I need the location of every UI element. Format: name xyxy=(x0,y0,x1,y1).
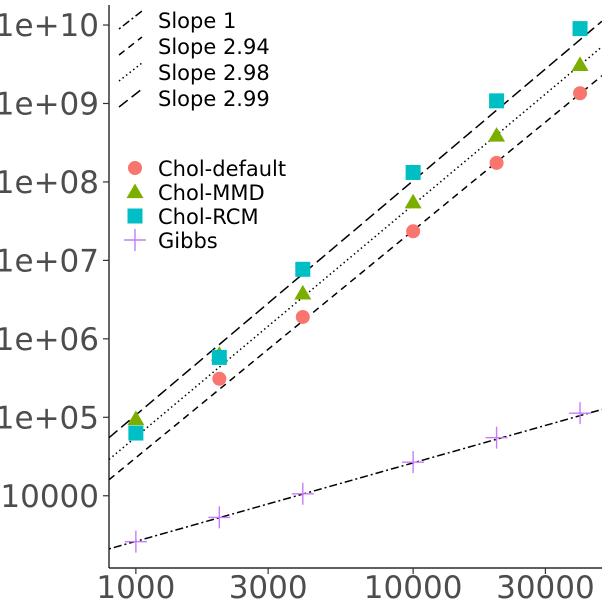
legend-item-gibbs: Gibbs xyxy=(124,229,218,253)
point-chol-mmd xyxy=(488,127,506,142)
point-chol-rcm xyxy=(489,93,505,109)
point-chol-default xyxy=(212,371,227,386)
legend-key-line xyxy=(118,36,143,56)
legend-key-triangle xyxy=(126,183,144,199)
y-tick-label: 10000 xyxy=(0,479,99,515)
legend-key-line xyxy=(118,88,143,108)
y-tick-label: 1e+08 xyxy=(0,165,99,201)
legend-label: Gibbs xyxy=(158,229,218,253)
legend-label: Slope 1 xyxy=(158,9,236,33)
point-gibbs xyxy=(208,506,231,529)
point-gibbs xyxy=(569,402,592,425)
fit-line-slope-2-94 xyxy=(109,75,602,481)
legend-item-chol-rcm: Chol-RCM xyxy=(127,205,259,229)
legend-item-slope-2-98: Slope 2.98 xyxy=(118,61,270,85)
legend-label: Chol-default xyxy=(158,157,286,181)
x-tick-label: 30000 xyxy=(496,570,595,606)
point-chol-default xyxy=(573,86,588,101)
x-tick-label: 3000 xyxy=(229,570,308,606)
legend-label: Chol-MMD xyxy=(158,181,265,205)
legend-label: Slope 2.99 xyxy=(158,87,270,111)
legend-item-chol-default: Chol-default xyxy=(128,157,286,181)
point-chol-default xyxy=(295,309,310,324)
x-tick-label: 1000 xyxy=(96,570,175,606)
point-chol-rcm xyxy=(572,21,588,37)
y-tick-label: 1e+10 xyxy=(0,8,99,44)
point-gibbs xyxy=(124,530,147,553)
y-tick-label: 1e+07 xyxy=(0,243,99,279)
legend-key-circle xyxy=(128,161,142,175)
axes xyxy=(108,5,602,569)
point-gibbs xyxy=(402,451,425,474)
point-chol-default xyxy=(406,224,421,239)
point-chol-default xyxy=(489,155,504,170)
y-tick-label: 1e+09 xyxy=(0,86,99,122)
y-tick-label: 1e+05 xyxy=(0,400,99,436)
point-chol-rcm xyxy=(295,261,311,277)
legend-item-chol-mmd: Chol-MMD xyxy=(126,181,265,205)
point-chol-mmd xyxy=(127,410,145,426)
legend-key-plus xyxy=(124,229,146,251)
legend-key-line xyxy=(118,62,143,82)
legend-key-square xyxy=(127,208,143,224)
legend-label: Slope 2.94 xyxy=(158,35,270,59)
legend-key-line xyxy=(118,10,143,30)
fit-line-slope-2-98 xyxy=(109,46,602,461)
point-chol-mmd xyxy=(404,193,422,209)
point-chol-rcm xyxy=(211,349,227,365)
legend-item-slope-2-94: Slope 2.94 xyxy=(118,35,270,59)
y-tick-label: 1e+06 xyxy=(0,322,99,358)
series-chol-default xyxy=(212,86,588,386)
point-chol-mmd xyxy=(571,56,589,72)
legend-item-slope-1: Slope 1 xyxy=(118,9,236,33)
fit-lines xyxy=(109,20,602,550)
point-gibbs xyxy=(485,426,508,449)
fit-line-slope-1 xyxy=(109,408,602,550)
point-chol-mmd xyxy=(294,284,312,300)
x-tick-label: 10000 xyxy=(364,570,463,606)
series-gibbs xyxy=(124,402,592,553)
point-gibbs xyxy=(291,482,314,505)
point-chol-rcm xyxy=(128,425,144,441)
data-points xyxy=(124,21,592,553)
legend-item-slope-2-99: Slope 2.99 xyxy=(118,87,270,111)
fit-line-slope-2-99 xyxy=(109,20,602,439)
series-chol-rcm xyxy=(128,21,588,441)
legend-label: Chol-RCM xyxy=(158,205,259,229)
point-chol-rcm xyxy=(405,164,421,180)
legend-label: Slope 2.98 xyxy=(158,61,270,85)
ticks: 1000 3000 10000 30000 10000 1e+05 1e+06 1e+07 1e… xyxy=(0,8,595,606)
